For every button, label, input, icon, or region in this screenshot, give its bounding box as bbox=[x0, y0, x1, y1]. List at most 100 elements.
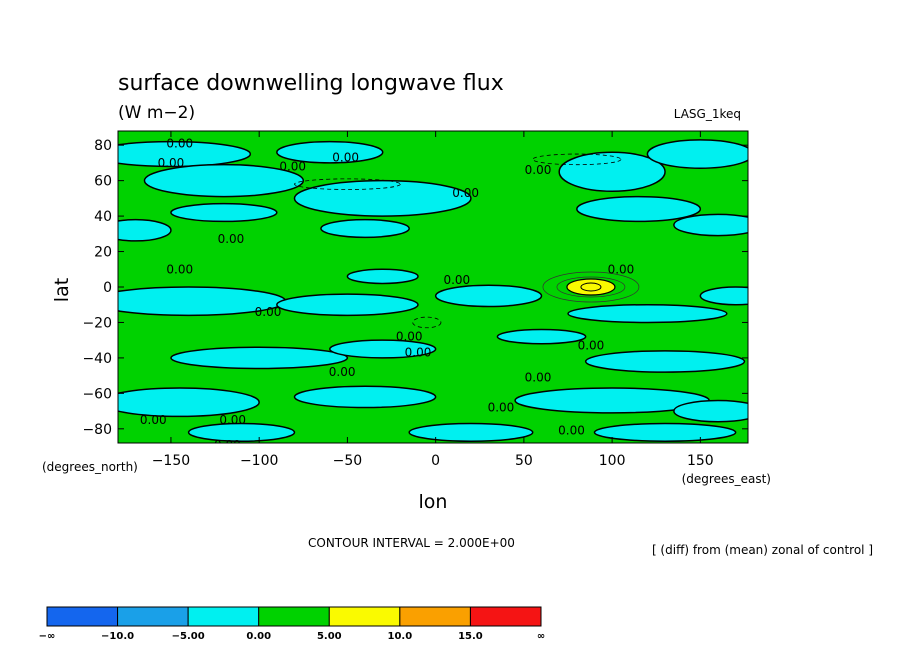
x-tick-label: 100 bbox=[599, 453, 626, 469]
peak-anomaly-region bbox=[566, 278, 616, 296]
colorbar-label: −10.0 bbox=[101, 631, 134, 642]
negative-anomaly-region bbox=[646, 139, 748, 169]
contour-label: 0.00 bbox=[219, 413, 246, 427]
chart-title: surface downwelling longwave flux bbox=[118, 71, 504, 96]
colorbar-label: 15.0 bbox=[458, 631, 483, 642]
colorbar-label: ∞ bbox=[537, 631, 545, 642]
negative-anomaly-region bbox=[170, 202, 278, 223]
negative-anomaly-region bbox=[276, 140, 384, 164]
colorbar-swatch bbox=[328, 606, 401, 627]
negative-anomaly-region bbox=[118, 140, 252, 168]
negative-anomaly-region bbox=[329, 339, 437, 359]
y-tick-label: −20 bbox=[82, 315, 112, 331]
colorbar-swatch bbox=[187, 606, 260, 627]
contour-label: 0.00 bbox=[578, 339, 605, 353]
x-tick-label: 50 bbox=[515, 453, 533, 469]
colorbar-label: −∞ bbox=[39, 631, 56, 642]
negative-anomaly-region bbox=[434, 284, 543, 308]
negative-anomaly-region bbox=[567, 303, 728, 324]
positive-contour-line bbox=[556, 276, 626, 298]
y-tick-label: −40 bbox=[82, 351, 112, 367]
diff-annotation: [ (diff) from (mean) zonal of control ] bbox=[652, 543, 873, 557]
negative-anomaly-region bbox=[293, 179, 472, 217]
contour-label: 0.00 bbox=[166, 136, 193, 150]
negative-anomaly-region bbox=[293, 385, 437, 409]
x-tick-label: 150 bbox=[687, 453, 714, 469]
negative-anomaly-region bbox=[558, 151, 666, 193]
x-tick-label: −150 bbox=[152, 453, 190, 469]
colorbar-label: 10.0 bbox=[388, 631, 413, 642]
colorbar-label: 0.00 bbox=[246, 631, 271, 642]
contour-label: 0.00 bbox=[488, 401, 515, 415]
chart-units: (W m−2) bbox=[118, 103, 195, 123]
contour-interval: CONTOUR INTERVAL = 2.000E+00 bbox=[308, 536, 515, 550]
x-tick-label: −50 bbox=[333, 453, 363, 469]
negative-anomaly-region bbox=[346, 268, 419, 285]
contour-label: 0.00 bbox=[218, 232, 245, 246]
contour-label: 0.00 bbox=[332, 151, 359, 165]
negative-anomaly-region bbox=[187, 422, 296, 442]
colorbar-swatch bbox=[469, 606, 542, 627]
negative-anomaly-region bbox=[143, 163, 305, 198]
plot-area: 0.00 0.00 0.00 0.00 0.00 0.00 0.00 0.00 0.00 0.00… bbox=[117, 130, 749, 452]
negative-contour-line bbox=[294, 178, 401, 190]
y-tick-label: 60 bbox=[94, 174, 112, 190]
model-label: LASG_1keq bbox=[674, 107, 741, 121]
x-tick-label: 0 bbox=[431, 453, 440, 469]
negative-contour-line bbox=[532, 153, 622, 166]
negative-anomaly-region bbox=[118, 218, 172, 242]
negative-anomaly-region bbox=[673, 399, 748, 423]
contour-label: 0.00 bbox=[279, 159, 306, 173]
negative-anomaly-region bbox=[576, 195, 702, 223]
negative-anomaly-region bbox=[170, 346, 349, 370]
x-tick-label: −100 bbox=[240, 453, 278, 469]
y-axis-units: (degrees_north) bbox=[42, 460, 138, 474]
y-axis-ticks: −80 −60 −40 −20 0 20 40 60 80 bbox=[82, 138, 748, 438]
colorbar-swatch bbox=[117, 606, 189, 627]
contour-label: 0.00 bbox=[405, 346, 432, 360]
y-tick-label: 0 bbox=[103, 280, 112, 296]
y-tick-label: 80 bbox=[94, 138, 112, 154]
y-tick-label: 20 bbox=[94, 245, 112, 261]
x-axis-units: (degrees_east) bbox=[682, 472, 771, 486]
colorbar: −∞ −10.0 −5.00 0.00 5.00 10.0 15.0 ∞ bbox=[39, 606, 545, 642]
y-axis-label: lat bbox=[51, 278, 73, 302]
colorbar-label: −5.00 bbox=[172, 631, 205, 642]
negative-anomaly-region bbox=[320, 218, 410, 239]
negative-anomaly-region bbox=[118, 387, 260, 418]
contour-label: 0.00 bbox=[166, 262, 193, 276]
contour-label: 0.00 bbox=[525, 163, 552, 177]
contour-label: 0.00 bbox=[329, 365, 356, 379]
negative-anomaly-region bbox=[699, 286, 748, 306]
peak-contour-line bbox=[580, 282, 602, 292]
positive-contour-line bbox=[542, 271, 640, 303]
contour-label: 0.00 bbox=[525, 370, 552, 384]
negative-contour-line bbox=[412, 316, 442, 329]
negative-anomaly-region bbox=[593, 422, 737, 442]
y-tick-label: −80 bbox=[82, 422, 112, 438]
contour-label: 0.00 bbox=[140, 413, 167, 427]
contour-label: 0.00 bbox=[396, 330, 423, 344]
contour-label: 0.00 bbox=[158, 156, 185, 170]
negative-anomaly-region bbox=[584, 350, 746, 373]
y-tick-label: −60 bbox=[82, 386, 112, 402]
colorbar-swatch bbox=[399, 606, 471, 627]
contour-label: 0.00 bbox=[558, 424, 585, 438]
colorbar-swatch bbox=[46, 606, 119, 627]
x-axis-label: lon bbox=[419, 491, 448, 513]
negative-anomaly-region bbox=[276, 293, 419, 317]
contour-field: 0.00 0.00 0.00 0.00 0.00 0.00 0.00 0.00 0.00 0.00… bbox=[118, 131, 748, 452]
contour-label: 0.00 bbox=[255, 305, 282, 319]
colorbar-label: 5.00 bbox=[317, 631, 342, 642]
negative-anomaly-region bbox=[673, 213, 748, 237]
negative-anomaly-region bbox=[496, 328, 587, 345]
colorbar-swatch bbox=[258, 606, 330, 627]
y-tick-label: 40 bbox=[94, 209, 112, 225]
contour-label: 0.00 bbox=[452, 186, 479, 200]
contour-label: 0.00 bbox=[443, 273, 470, 287]
negative-anomaly-region bbox=[408, 422, 534, 442]
contour-label: 0.00 bbox=[608, 262, 635, 276]
contour-label: 0.00 bbox=[214, 438, 241, 452]
x-axis-ticks: −150 −100 −50 0 50 100 150 bbox=[152, 131, 714, 469]
